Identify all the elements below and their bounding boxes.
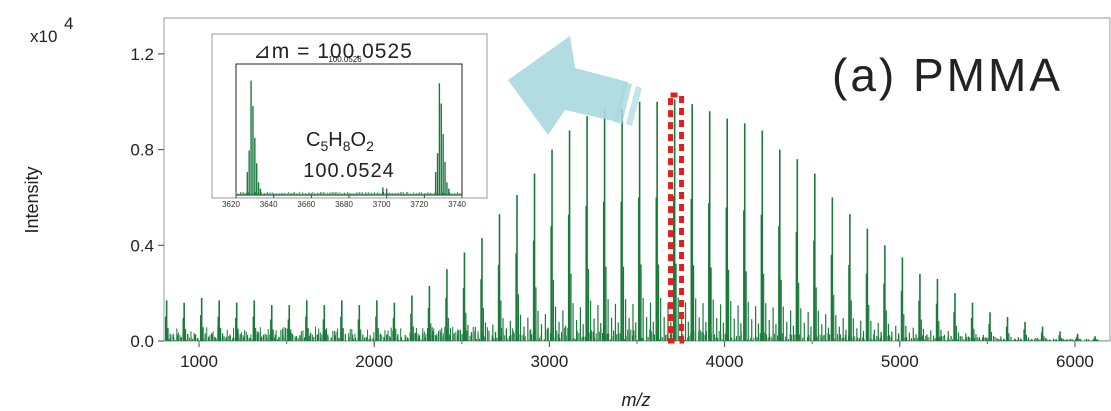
arrow-icon (508, 36, 642, 135)
inset-tick-group: 3620 3640 3660 3680 3700 3720 3740 (222, 195, 466, 209)
y-tick-label-1: 0.4 (130, 236, 154, 255)
inset-x-tick-label-6: 3740 (448, 200, 466, 209)
y-tick-label-2: 0.8 (130, 141, 154, 160)
inset-bars-group (235, 80, 461, 195)
x-tick-label-0: 1000 (180, 352, 218, 371)
y-tick-group: 0.0 0.4 0.8 1.2 (130, 45, 164, 351)
inset-delta-small-label: 100.0526 (328, 55, 362, 64)
inset-x-tick-label-3: 3680 (335, 200, 353, 209)
inset-x-tick-label-4: 3700 (373, 200, 391, 209)
inset-x-tick-label-1: 3640 (260, 200, 278, 209)
inset-delta-label: ⊿m = 100.0525 (253, 40, 413, 63)
x-tick-label-5: 6000 (1056, 352, 1094, 371)
inset-formula: C5H8O2 (306, 129, 374, 154)
x-tick-label-4: 5000 (881, 352, 919, 371)
x-axis-label: m/z (622, 390, 651, 410)
inset-mass-value: 100.0524 (303, 160, 394, 182)
main-bars-group (164, 99, 1110, 341)
y-scale-multiplier: x10 (30, 27, 57, 46)
inset-x-tick-label-5: 3720 (410, 200, 428, 209)
x-tick-label-2: 3000 (530, 352, 568, 371)
inset-x-tick-label-2: 3660 (297, 200, 315, 209)
chart-title: (a) PMMA (832, 49, 1063, 101)
y-tick-label-3: 1.2 (130, 45, 154, 64)
x-tick-label-3: 4000 (706, 352, 744, 371)
x-tick-group: 1000 2000 3000 4000 5000 6000 (180, 341, 1094, 371)
highlight-box (668, 92, 685, 344)
x-tick-label-1: 2000 (355, 352, 393, 371)
baseline-noise-group (165, 326, 1102, 341)
y-tick-label-0: 0.0 (130, 332, 154, 351)
y-scale-exponent: 4 (64, 14, 73, 33)
inset-x-tick-label-0: 3620 (222, 200, 240, 209)
y-axis-label: Intensity (22, 166, 42, 233)
